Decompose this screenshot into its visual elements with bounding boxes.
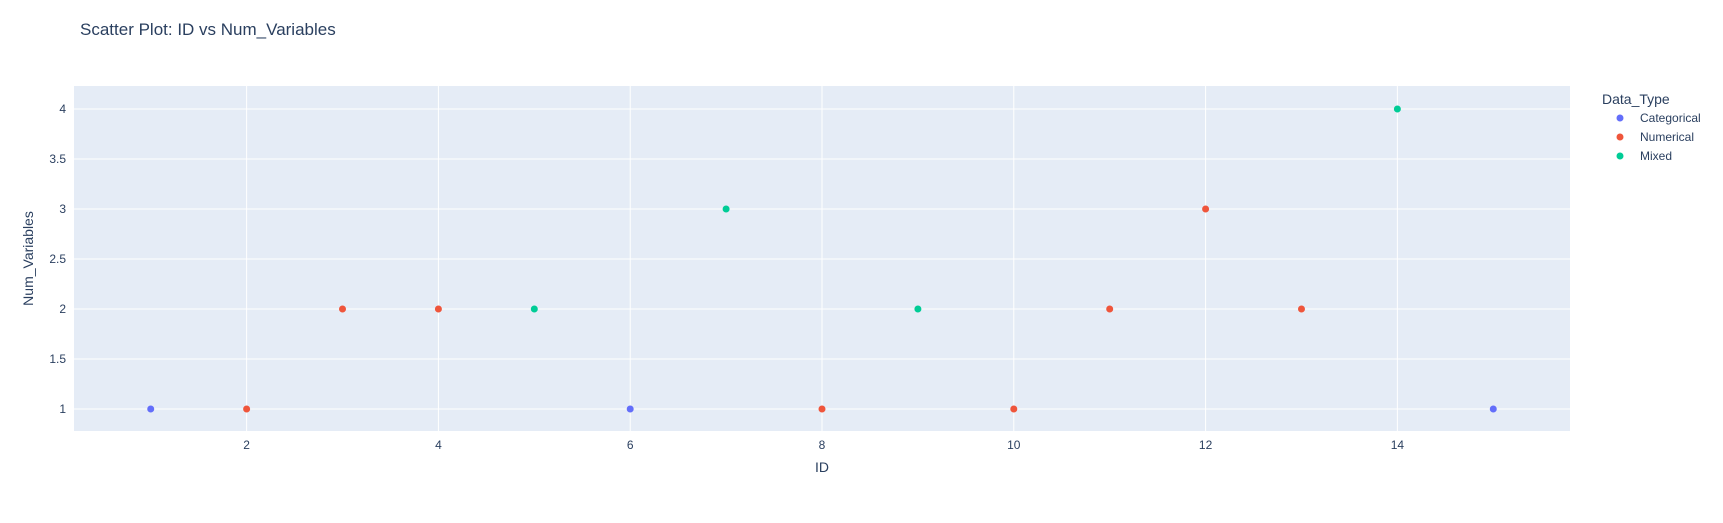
data-point-categorical[interactable]	[1489, 405, 1497, 413]
data-point-mixed[interactable]	[530, 305, 538, 313]
legend-items: Categorical Numerical Mixed	[1616, 111, 1701, 163]
data-point-numerical[interactable]	[434, 305, 442, 313]
legend-marker-numerical[interactable]	[1616, 133, 1624, 141]
data-point-numerical[interactable]	[1297, 305, 1305, 313]
data-points	[147, 105, 1497, 413]
x-tick-label: 6	[627, 438, 634, 452]
legend-label-numerical[interactable]: Numerical	[1640, 130, 1694, 144]
x-tick-label: 2	[243, 438, 250, 452]
data-point-numerical[interactable]	[339, 305, 347, 313]
grid-lines	[74, 86, 1570, 431]
y-tick-label: 2.5	[49, 252, 66, 266]
legend-label-categorical[interactable]: Categorical	[1640, 111, 1701, 125]
x-tick-label: 4	[435, 438, 442, 452]
x-tick-label: 14	[1391, 438, 1405, 452]
x-tick-label: 12	[1199, 438, 1213, 452]
y-tick-label: 3	[59, 202, 66, 216]
x-tick-label: 10	[1007, 438, 1021, 452]
legend-marker-mixed[interactable]	[1616, 152, 1624, 160]
data-point-mixed[interactable]	[1393, 105, 1401, 113]
chart-title: Scatter Plot: ID vs Num_Variables	[80, 20, 336, 39]
legend-title: Data_Type	[1602, 91, 1670, 107]
y-tick-label: 3.5	[49, 152, 66, 166]
y-tick-label: 1	[59, 402, 66, 416]
x-tick-label: 8	[819, 438, 826, 452]
y-axis-label: Num_Variables	[20, 211, 36, 306]
data-point-mixed[interactable]	[914, 305, 922, 313]
data-point-numerical[interactable]	[1010, 405, 1018, 413]
y-tick-label: 1.5	[49, 352, 66, 366]
data-point-numerical[interactable]	[1106, 305, 1114, 313]
x-axis-label: ID	[815, 459, 829, 475]
legend-label-mixed[interactable]: Mixed	[1640, 149, 1672, 163]
legend-marker-categorical[interactable]	[1616, 114, 1624, 122]
legend: Data_Type Categorical Numerical Mixed	[1602, 91, 1701, 163]
data-point-categorical[interactable]	[626, 405, 634, 413]
axis-ticks: 2 4 6 8 10 12 14 1 1.5 2 2.5 3 3.5 4	[49, 102, 1404, 452]
y-tick-label: 4	[59, 102, 66, 116]
data-point-categorical[interactable]	[147, 405, 155, 413]
y-tick-label: 2	[59, 302, 66, 316]
data-point-numerical[interactable]	[1202, 205, 1210, 213]
data-point-numerical[interactable]	[818, 405, 826, 413]
data-point-numerical[interactable]	[243, 405, 251, 413]
data-point-mixed[interactable]	[722, 205, 730, 213]
